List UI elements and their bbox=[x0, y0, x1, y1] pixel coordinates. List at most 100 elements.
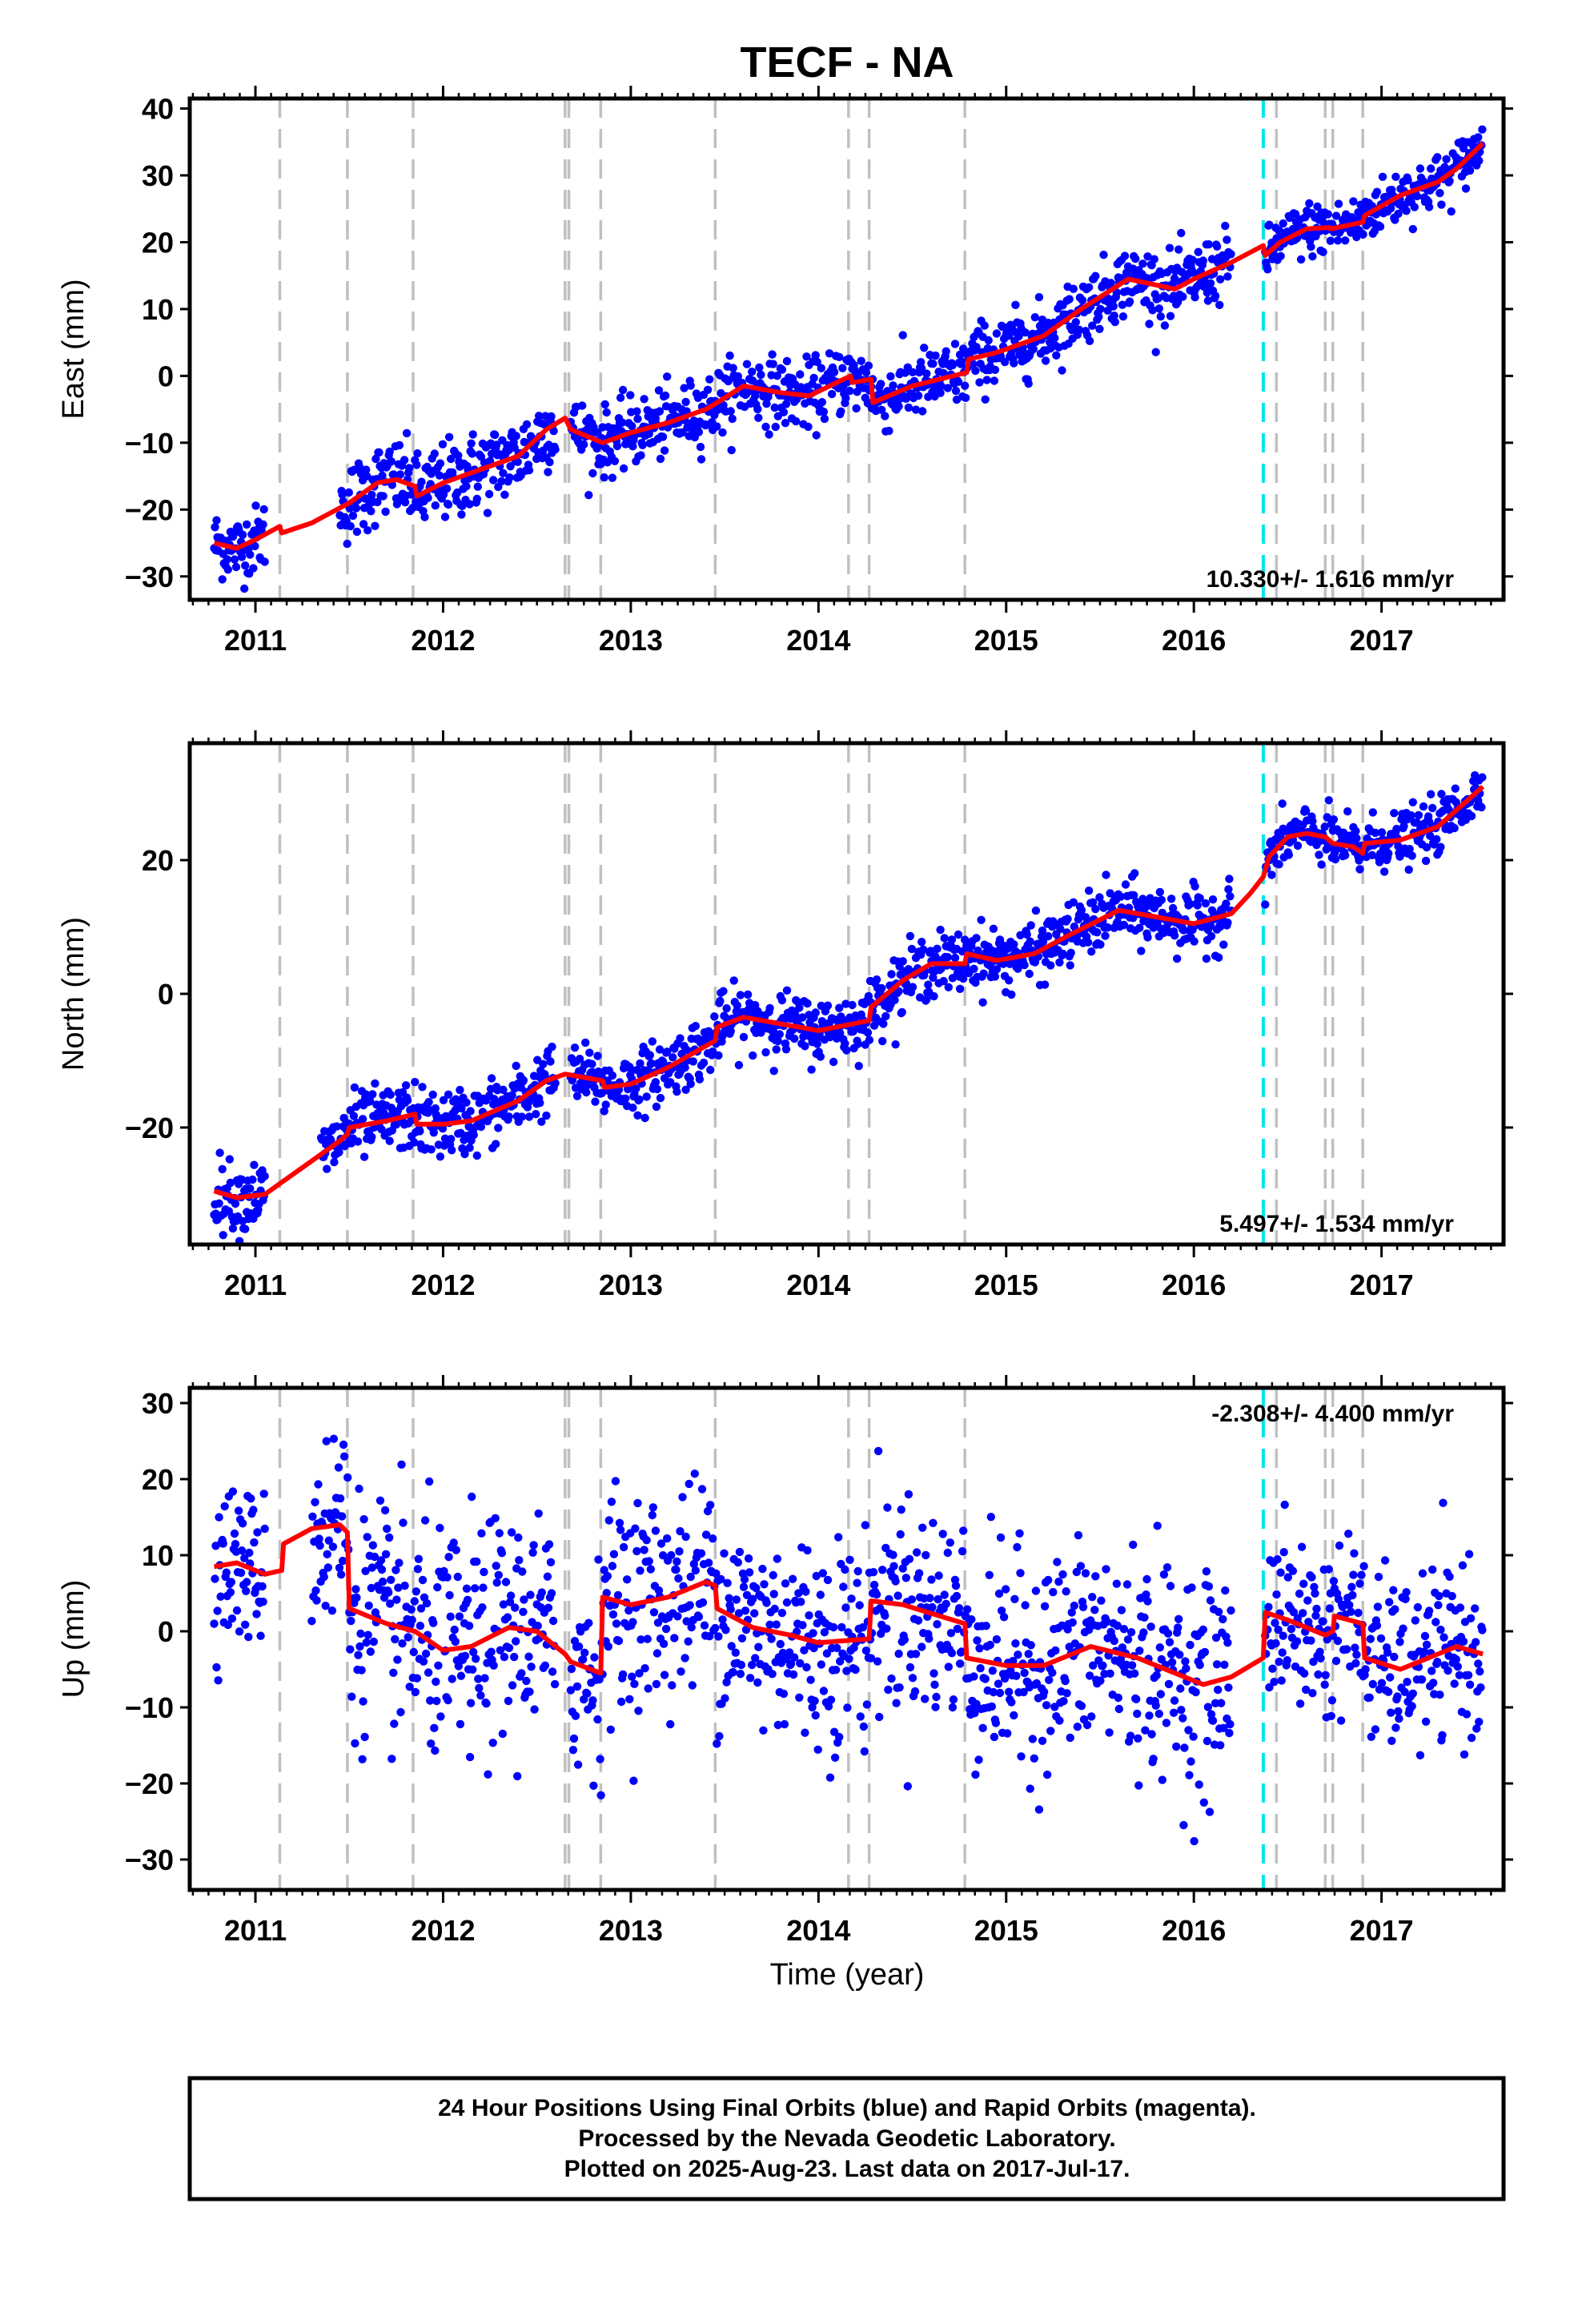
data-point bbox=[477, 1529, 486, 1538]
data-point bbox=[981, 1675, 990, 1683]
data-point bbox=[1088, 1593, 1097, 1602]
data-point bbox=[877, 380, 885, 388]
data-point bbox=[220, 1502, 229, 1511]
data-point bbox=[522, 420, 532, 429]
data-point bbox=[218, 1164, 227, 1174]
data-point bbox=[571, 1711, 580, 1720]
data-point bbox=[1046, 1727, 1055, 1735]
data-point bbox=[1050, 333, 1059, 343]
data-point bbox=[989, 1687, 998, 1697]
data-point bbox=[601, 1100, 610, 1109]
data-point bbox=[765, 430, 773, 439]
data-point bbox=[1020, 1668, 1029, 1678]
data-point bbox=[714, 1051, 723, 1060]
data-point bbox=[979, 969, 988, 978]
data-point bbox=[1215, 300, 1224, 309]
data-point bbox=[652, 1649, 662, 1658]
data-point bbox=[363, 1630, 372, 1639]
data-point bbox=[1012, 1671, 1021, 1680]
data-point bbox=[1166, 1582, 1175, 1590]
data-point bbox=[861, 1647, 871, 1655]
data-point bbox=[1178, 292, 1187, 301]
data-point bbox=[235, 1627, 244, 1636]
data-point bbox=[469, 1647, 478, 1657]
data-point bbox=[424, 493, 432, 502]
x-tick-label: 2011 bbox=[224, 624, 287, 657]
data-point bbox=[1429, 1679, 1438, 1687]
data-point bbox=[544, 468, 552, 476]
data-point bbox=[497, 1549, 507, 1558]
data-point bbox=[1137, 947, 1146, 955]
data-point bbox=[1140, 1613, 1149, 1622]
data-point bbox=[608, 473, 617, 482]
data-point bbox=[628, 1672, 636, 1681]
data-point bbox=[812, 1571, 821, 1581]
data-point bbox=[959, 974, 968, 983]
data-point bbox=[1350, 1549, 1359, 1558]
data-point bbox=[1459, 1637, 1468, 1646]
data-point bbox=[790, 1034, 799, 1043]
data-point bbox=[215, 1148, 224, 1157]
data-point bbox=[1435, 1591, 1443, 1601]
data-point bbox=[1071, 318, 1081, 327]
data-point bbox=[962, 393, 970, 402]
data-point bbox=[1348, 1590, 1357, 1600]
data-point bbox=[354, 1651, 363, 1659]
data-point bbox=[452, 1546, 460, 1554]
data-point bbox=[944, 983, 954, 992]
data-point bbox=[929, 360, 938, 368]
data-point bbox=[749, 376, 757, 385]
data-point bbox=[881, 1611, 889, 1620]
data-point bbox=[714, 1632, 723, 1641]
data-point bbox=[795, 1693, 804, 1702]
data-point bbox=[1474, 133, 1483, 142]
x-tick-label: 2015 bbox=[974, 1914, 1038, 1947]
x-tick-label: 2011 bbox=[224, 1914, 287, 1947]
data-point bbox=[351, 1585, 360, 1594]
data-point bbox=[570, 1043, 580, 1052]
data-point bbox=[355, 1642, 364, 1651]
data-point bbox=[1387, 203, 1395, 213]
data-point bbox=[1109, 302, 1118, 311]
data-point bbox=[588, 1059, 596, 1068]
data-point bbox=[607, 1498, 616, 1506]
data-point bbox=[1279, 1631, 1287, 1640]
data-point bbox=[722, 1678, 731, 1687]
data-point bbox=[980, 321, 989, 330]
data-point bbox=[1268, 1664, 1277, 1673]
y-tick-label: 0 bbox=[158, 1615, 174, 1648]
data-point bbox=[363, 526, 372, 535]
data-point bbox=[468, 1665, 477, 1674]
data-point bbox=[632, 1084, 640, 1093]
data-point bbox=[644, 1684, 652, 1693]
data-point bbox=[367, 1563, 376, 1572]
data-point bbox=[339, 1440, 348, 1449]
data-point bbox=[1391, 1605, 1399, 1614]
data-point bbox=[383, 1524, 391, 1534]
data-point bbox=[1426, 831, 1435, 840]
data-point bbox=[387, 1575, 396, 1585]
data-point bbox=[851, 1665, 860, 1675]
data-point bbox=[429, 1128, 438, 1137]
data-point bbox=[927, 1575, 936, 1584]
data-point bbox=[1373, 1602, 1383, 1611]
data-point bbox=[628, 421, 636, 431]
data-point bbox=[818, 1569, 827, 1578]
data-point bbox=[1201, 899, 1211, 908]
data-point bbox=[921, 1550, 930, 1560]
data-point bbox=[322, 1437, 331, 1445]
data-point bbox=[1439, 1633, 1448, 1642]
data-point bbox=[1455, 1671, 1464, 1679]
data-point bbox=[1399, 1624, 1407, 1633]
data-point bbox=[249, 1506, 258, 1514]
data-point bbox=[242, 1586, 251, 1596]
data-point bbox=[1378, 172, 1387, 181]
data-point bbox=[1427, 790, 1435, 798]
data-point bbox=[503, 1613, 512, 1622]
data-point bbox=[1408, 224, 1418, 234]
data-point bbox=[480, 1567, 488, 1577]
data-point bbox=[740, 1575, 749, 1584]
data-point bbox=[1403, 1678, 1411, 1687]
data-point bbox=[790, 1653, 799, 1662]
data-point bbox=[1153, 1522, 1162, 1530]
